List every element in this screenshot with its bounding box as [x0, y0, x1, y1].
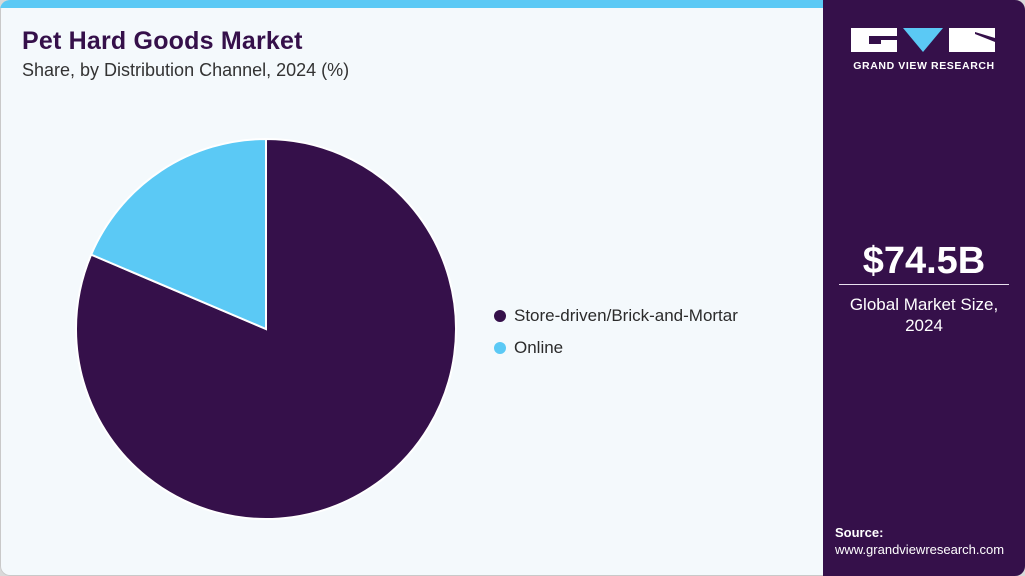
source-link[interactable]: www.grandviewresearch.com	[835, 542, 1005, 557]
chart-subtitle: Share, by Distribution Channel, 2024 (%)	[22, 60, 350, 80]
chart-legend: Store-driven/Brick-and-Mortar Online	[494, 300, 738, 364]
accent-bar	[0, 0, 823, 8]
logo-text: GRAND VIEW RESEARCH	[853, 60, 995, 72]
legend-label: Store-driven/Brick-and-Mortar	[514, 306, 738, 325]
source-label: Source:	[835, 525, 884, 540]
pie-slice-online	[89, 137, 267, 331]
market-label-line1: Global Market Size,	[849, 295, 999, 314]
info-panel: GRAND VIEW RESEARCH $74.5B Global Market…	[823, 0, 1025, 576]
legend-item: Store-driven/Brick-and-Mortar	[494, 300, 738, 332]
market-label-line2: 2024	[905, 316, 943, 335]
legend-dot-icon	[494, 310, 506, 322]
market-size-label: Global Market Size, 2024	[823, 294, 1025, 336]
chart-title: Pet Hard Goods Market	[22, 27, 303, 55]
market-size-value: $74.5B	[862, 240, 986, 282]
gvr-logo-icon	[851, 28, 995, 52]
legend-item: Online	[494, 332, 738, 364]
legend-dot-icon	[494, 342, 506, 354]
pie-chart	[75, 137, 457, 520]
legend-label: Online	[514, 338, 564, 357]
divider	[839, 284, 1009, 285]
